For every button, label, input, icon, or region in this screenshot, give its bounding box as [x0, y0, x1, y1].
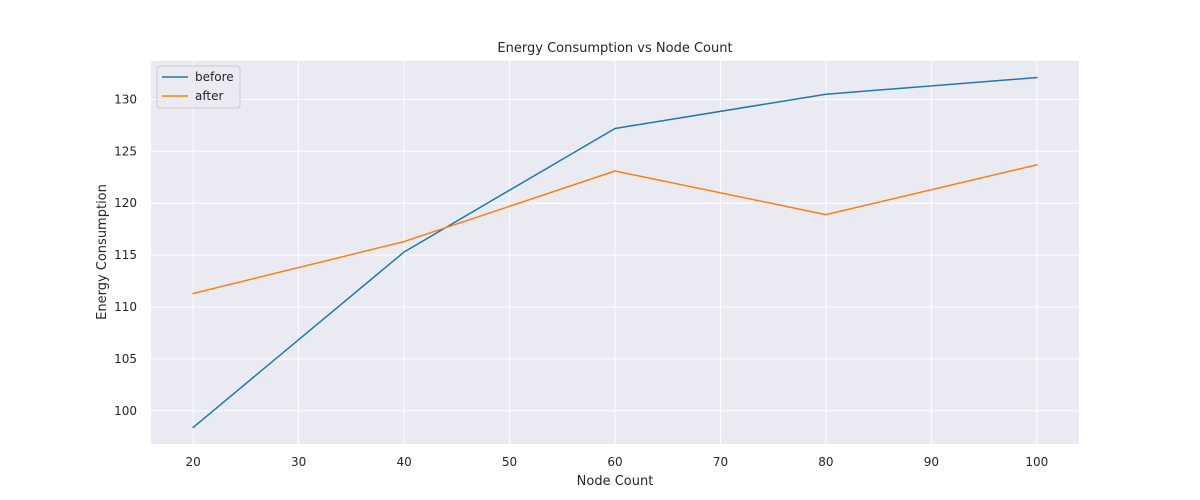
x-tick-labels: 20 30 40 50 60 70 80 90 100	[186, 455, 1049, 469]
y-axis-title: Energy Consumption	[95, 184, 110, 320]
y-tick-label: 125	[114, 144, 137, 158]
series-line-after	[192, 163, 1038, 295]
series-lines	[192, 76, 1038, 429]
y-tick-label: 100	[114, 404, 137, 418]
x-tick-label: 50	[502, 455, 517, 469]
y-tick-label: 130	[114, 92, 137, 106]
x-tick-label: 60	[607, 455, 622, 469]
grid-lines	[151, 61, 1079, 444]
y-tick-label: 110	[114, 300, 137, 314]
y-tick-labels: 100 105 110 115 120 125 130	[114, 92, 137, 417]
x-tick-label: 30	[291, 455, 306, 469]
series-line-before	[192, 76, 1038, 429]
x-tick-label: 80	[818, 455, 833, 469]
legend-label-after: after	[195, 89, 223, 103]
x-tick-label: 90	[924, 455, 939, 469]
x-tick-label: 20	[186, 455, 201, 469]
x-tick-label: 40	[396, 455, 411, 469]
x-tick-label: 70	[713, 455, 728, 469]
legend: before after	[156, 65, 241, 109]
y-tick-label: 115	[114, 248, 137, 262]
chart-title: Energy Consumption vs Node Count	[497, 41, 732, 56]
y-tick-label: 120	[114, 196, 137, 210]
x-axis-title: Node Count	[577, 474, 654, 489]
y-tick-label: 105	[114, 352, 137, 366]
legend-label-before: before	[195, 70, 234, 84]
x-tick-label: 100	[1025, 455, 1048, 469]
